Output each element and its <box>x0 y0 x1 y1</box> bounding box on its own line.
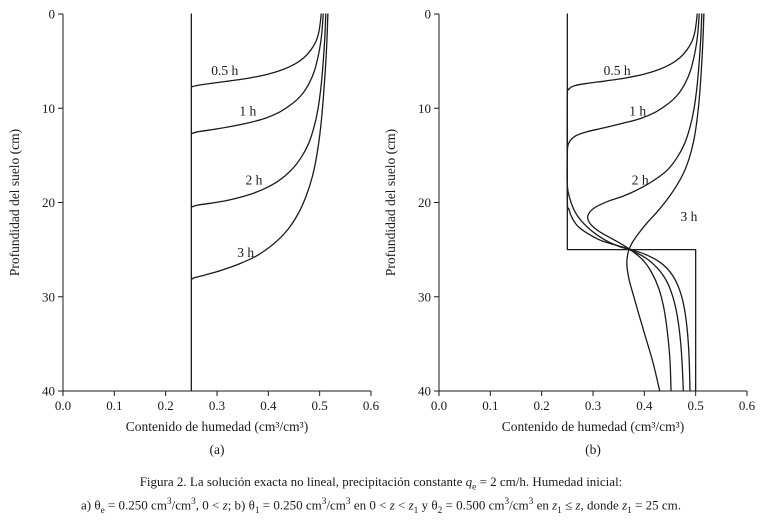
curve-2h <box>587 13 703 392</box>
caption-segment: 1 <box>627 505 632 516</box>
caption-segment: 1 <box>413 505 419 516</box>
panel-letter: (a) <box>210 442 225 457</box>
figure-caption: Figura 2. La solución exacta no lineal, … <box>0 472 762 518</box>
caption-segment: en <box>533 496 553 512</box>
caption-segment: e <box>472 482 477 493</box>
curve-time-label: 0.5 h <box>604 63 631 78</box>
caption-segment: /cm <box>326 496 346 512</box>
caption-segment: z <box>222 496 228 512</box>
y-tick-label: 20 <box>418 195 431 210</box>
caption-segment: z <box>552 496 558 512</box>
x-tick-label: 0.5 <box>312 398 328 413</box>
x-tick-label: 0.0 <box>55 398 71 413</box>
caption-segment: y θ <box>418 496 438 512</box>
caption-segment: , 0 < <box>195 496 223 512</box>
x-tick-label: 0.2 <box>534 398 550 413</box>
y-tick-label: 0 <box>425 7 432 22</box>
caption-segment: en 0 < <box>350 496 390 512</box>
panel-letter: (b) <box>585 442 601 457</box>
x-axis-label: Contenido de humedad (cm³/cm³) <box>126 419 308 434</box>
caption-segment: 3 <box>321 496 327 507</box>
caption-segment: = 0.250 cm <box>259 496 322 512</box>
y-tick-label: 30 <box>418 289 431 304</box>
x-tick-label: 0.4 <box>636 398 653 413</box>
curve-2h <box>190 13 327 208</box>
curve-time-label: 0.5 h <box>211 63 238 78</box>
y-tick-label: 0 <box>49 7 56 22</box>
caption-line-1: Figura 2. La solución exacta no lineal, … <box>0 472 762 495</box>
x-tick-label: 0.1 <box>106 398 122 413</box>
caption-segment: 2 <box>437 505 443 516</box>
caption-segment: z <box>575 496 581 512</box>
caption-segment: /cm <box>509 496 529 512</box>
x-tick-label: 0.3 <box>209 398 225 413</box>
caption-segment: z <box>389 496 395 512</box>
caption-segment: z <box>622 496 628 512</box>
curve-humedad-inicial-escalon-0.250-0.500 <box>566 13 697 392</box>
y-tick-label: 40 <box>42 384 55 399</box>
caption-segment: z <box>408 496 414 512</box>
caption-segment: 3 <box>345 496 351 507</box>
caption-segment: Figura 2. La solución exacta no lineal, … <box>139 474 466 489</box>
caption-segment: a) θ <box>80 496 101 512</box>
caption-segment: 1 <box>557 505 562 516</box>
curve-time-label: 1 h <box>239 104 256 119</box>
caption-segment: 1 <box>254 505 260 516</box>
caption-segment: 3 <box>191 496 196 507</box>
x-tick-label: 0.1 <box>482 398 498 413</box>
curve-1h <box>566 13 700 392</box>
caption-segment: ; b) θ <box>227 496 255 512</box>
y-tick-label: 10 <box>418 101 431 116</box>
curve-0.5h <box>190 13 322 90</box>
curve-time-label: 2 h <box>632 172 649 187</box>
chart-panel-b: 0.0 0.1 0.2 0.3 0.4 0.5 0.6 0 10 20 30 40 Profundida… <box>383 7 756 458</box>
curve-1h <box>190 13 324 135</box>
y-tick-label: 40 <box>418 384 431 399</box>
caption-segment: 3 <box>528 496 534 507</box>
y-axis-label: Profundidad del suelo (cm) <box>7 129 22 276</box>
curve-0.5h <box>566 13 698 392</box>
y-tick-label: 10 <box>42 101 55 116</box>
y-axis-label: Profundidad del suelo (cm) <box>383 129 398 276</box>
x-tick-label: 0.2 <box>158 398 174 413</box>
panel-b: 0.0 0.1 0.2 0.3 0.4 0.5 0.6 0 10 20 30 40 Profundida… <box>381 0 757 462</box>
y-tick-label: 20 <box>42 195 55 210</box>
x-tick-label: 0.6 <box>739 398 756 413</box>
curve-time-label: 3 h <box>681 209 698 224</box>
x-tick-label: 0.0 <box>431 398 447 413</box>
x-tick-label: 0.4 <box>260 398 277 413</box>
caption-segment: q <box>465 474 473 489</box>
chart-panels: 0.0 0.1 0.2 0.3 0.4 0.5 0.6 0 10 20 30 40 Profundida… <box>5 0 757 462</box>
y-tick-label: 30 <box>42 289 55 304</box>
caption-segment: e <box>100 505 105 516</box>
panel-a: 0.0 0.1 0.2 0.3 0.4 0.5 0.6 0 10 20 30 40 Profundida… <box>5 0 381 462</box>
caption-segment: = 0.250 cm <box>104 496 167 512</box>
x-tick-label: 0.3 <box>585 398 601 413</box>
caption-segment: ≤ <box>561 496 576 512</box>
curve-time-label: 1 h <box>629 104 646 119</box>
x-tick-label: 0.6 <box>363 398 380 413</box>
caption-segment: = 2 cm/h. Humedad inicial: <box>476 474 623 489</box>
caption-segment: , donde <box>580 496 623 512</box>
caption-segment: = 25 cm. <box>631 496 682 512</box>
curve-3h <box>190 13 329 281</box>
caption-segment: /cm <box>171 496 192 512</box>
caption-segment: 3 <box>166 496 172 507</box>
curve-3h <box>626 13 705 392</box>
caption-line-2: a) θe = 0.250 cm3/cm3, 0 < z; b) θ1 = 0.… <box>0 495 762 518</box>
x-tick-label: 0.5 <box>688 398 704 413</box>
caption-segment: < <box>394 496 409 512</box>
chart-panel-a: 0.0 0.1 0.2 0.3 0.4 0.5 0.6 0 10 20 30 40 Profundida… <box>7 7 380 458</box>
caption-segment: = 0.500 cm <box>442 496 505 512</box>
caption-segment: 3 <box>504 496 510 507</box>
x-axis-label: Contenido de humedad (cm³/cm³) <box>502 419 684 434</box>
curve-time-label: 3 h <box>237 245 254 260</box>
curve-time-label: 2 h <box>246 172 263 187</box>
